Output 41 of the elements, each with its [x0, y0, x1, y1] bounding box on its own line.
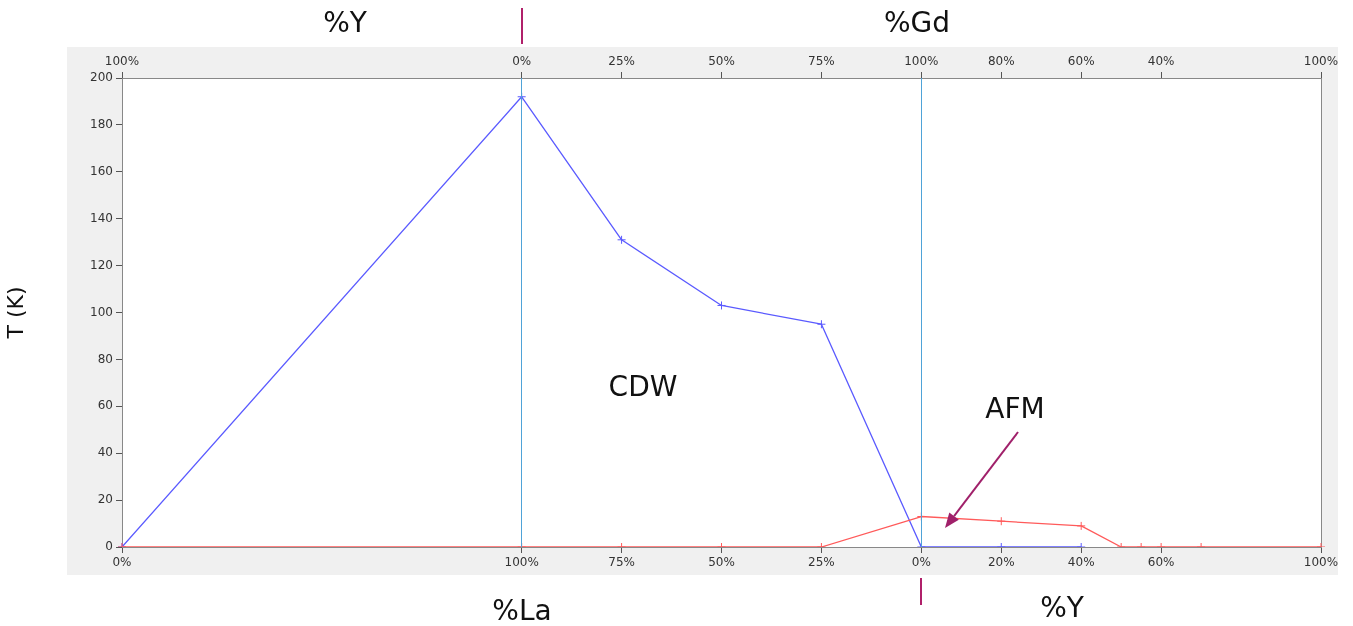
x-tick-label: 50%	[708, 555, 735, 570]
text: 50%	[708, 53, 735, 68]
y-tick-label: 0	[105, 539, 113, 554]
text: 0%	[512, 53, 532, 68]
y-tick-label: 160	[90, 163, 113, 178]
y-tick-label: 200	[90, 70, 113, 85]
text: %La	[492, 593, 552, 626]
annotation: CDW	[608, 369, 678, 403]
y-tick-label: 100	[90, 304, 113, 319]
x-tick-label: 40%	[1067, 555, 1095, 570]
point	[617, 235, 627, 245]
text: 100%	[904, 53, 939, 68]
point	[816, 319, 826, 329]
x-tick-label: 100%	[1303, 555, 1339, 570]
y-tick-label: 60	[97, 398, 113, 413]
x-tick-label: 100%	[504, 555, 539, 570]
x-tick-label: 75%	[608, 555, 635, 570]
y-tick-label: 180	[90, 117, 113, 132]
text: 100%	[104, 53, 140, 68]
x-tick-label: 20%	[987, 555, 1015, 570]
text: 75%	[808, 53, 835, 68]
text: 25%	[608, 53, 635, 68]
point	[717, 300, 726, 310]
y-tick-label: 80	[97, 351, 113, 366]
y-tick-label: 20	[97, 492, 113, 507]
y-tick-label: 120	[90, 257, 113, 272]
text: 80%	[987, 53, 1015, 68]
y-tick-label: 40	[97, 445, 113, 460]
text: %Y	[323, 5, 367, 39]
y-tick-label: 140	[90, 210, 113, 225]
annotation: AFM	[985, 391, 1045, 425]
text: 100%	[1303, 53, 1339, 68]
y-axis-title: T (K)	[2, 286, 28, 340]
x-tick-label: 0%	[112, 555, 132, 570]
x-tick-label: 0%	[911, 555, 931, 570]
text: %Y	[1040, 590, 1084, 624]
text: 40%	[1147, 53, 1175, 68]
x-tick-label: 25%	[808, 555, 835, 570]
text: %Gd	[883, 5, 951, 39]
x-tick-label: 60%	[1147, 555, 1175, 570]
text: 60%	[1067, 53, 1095, 68]
